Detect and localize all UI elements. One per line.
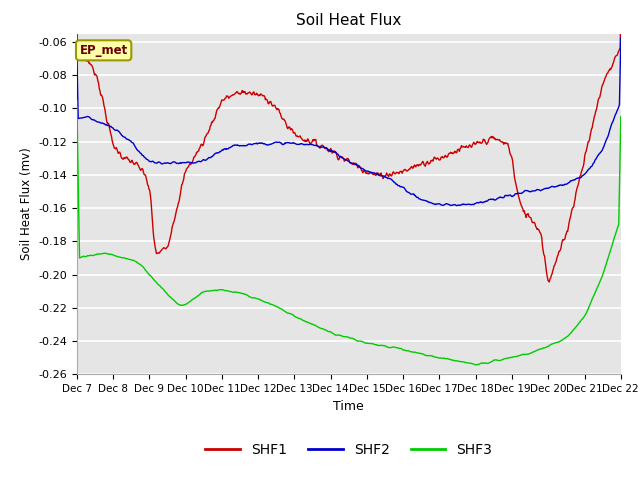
X-axis label: Time: Time: [333, 400, 364, 413]
Title: Soil Heat Flux: Soil Heat Flux: [296, 13, 401, 28]
Legend: SHF1, SHF2, SHF3: SHF1, SHF2, SHF3: [200, 438, 498, 463]
Text: EP_met: EP_met: [79, 44, 128, 57]
Y-axis label: Soil Heat Flux (mv): Soil Heat Flux (mv): [20, 148, 33, 260]
